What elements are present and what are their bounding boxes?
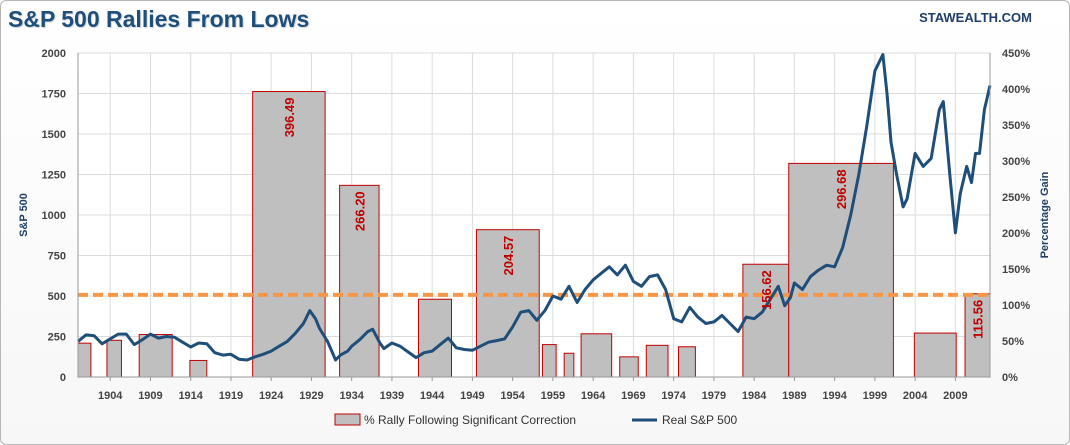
- left-tick-label: 1500: [42, 129, 66, 141]
- line-series: [77, 53, 992, 362]
- left-axis: 0 250 500 750 1000 1250 1500 1750 2000: [42, 48, 66, 384]
- bar-value-label: 296.68: [834, 169, 849, 209]
- right-tick-label: 100%: [1002, 300, 1030, 312]
- x-tick-label: 1939: [380, 390, 404, 402]
- x-tick-label: 1999: [863, 390, 887, 402]
- rally-bar: [475, 229, 540, 378]
- rally-bar: [563, 352, 575, 378]
- x-tick-label: 1959: [541, 390, 565, 402]
- x-tick-label: 1969: [621, 390, 645, 402]
- left-tick-label: 750: [48, 251, 66, 263]
- x-tick-label: 1909: [138, 390, 162, 402]
- bar-value-label: 266.20: [352, 191, 367, 231]
- rally-bar: [580, 333, 613, 378]
- x-tick-label: 1914: [178, 390, 203, 402]
- x-tick-label: 1904: [98, 390, 123, 402]
- legend-line-label: Real S&P 500: [662, 413, 737, 427]
- rally-bar: [541, 344, 557, 378]
- rally-bar: [339, 184, 380, 378]
- bar-series: [77, 91, 991, 378]
- left-tick-label: 250: [48, 332, 66, 344]
- x-tick-label: 1974: [661, 390, 686, 402]
- legend-bar-label: % Rally Following Significant Correction: [364, 413, 576, 427]
- rally-bar: [677, 346, 696, 378]
- x-tick-label: 1944: [420, 390, 445, 402]
- right-tick-label: 200%: [1002, 228, 1030, 240]
- bar-labels: 396.49 266.20 204.57 156.62 296.68 115.56: [282, 98, 986, 339]
- left-tick-label: 1000: [42, 210, 66, 222]
- x-tick-label: 1924: [259, 390, 284, 402]
- right-axis: 0% 50% 100% 150% 200% 250% 300% 350% 400% 450%: [1002, 48, 1030, 384]
- right-tick-label: 450%: [1002, 48, 1030, 60]
- x-tick-label: 1934: [339, 390, 364, 402]
- right-tick-label: 150%: [1002, 264, 1030, 276]
- right-tick-label: 350%: [1002, 120, 1030, 132]
- rally-bar: [138, 334, 173, 378]
- chart-title: S&P 500 Rallies From Lows: [8, 6, 310, 32]
- watermark-text: STAWEALTH.COM: [919, 10, 1032, 25]
- x-tick-label: 1979: [702, 390, 726, 402]
- left-tick-label: 1750: [42, 89, 66, 101]
- left-tick-label: 500: [48, 291, 66, 303]
- x-tick-label: 1984: [742, 390, 767, 402]
- x-tick-label: 1919: [219, 390, 243, 402]
- x-tick-label: 1949: [460, 390, 484, 402]
- left-tick-label: 1250: [42, 170, 66, 182]
- rally-bar: [417, 298, 452, 378]
- x-tick-label: 2004: [903, 390, 928, 402]
- rally-bar: [913, 332, 957, 378]
- bar-value-label: 156.62: [759, 270, 774, 310]
- rally-bar: [77, 342, 92, 378]
- right-axis-label: Percentage Gain: [1039, 171, 1051, 258]
- legend-bar-swatch: [334, 413, 361, 426]
- rally-bar: [106, 339, 122, 378]
- legend: % Rally Following Significant Correction…: [334, 413, 737, 427]
- x-tick-label: 1954: [500, 390, 525, 402]
- right-tick-label: 300%: [1002, 156, 1030, 168]
- bar-value-label: 396.49: [282, 98, 297, 138]
- right-tick-label: 400%: [1002, 84, 1030, 96]
- x-axis: 1904 1909 1914 1919 1924 1929 1934 1939 1944 1949…: [77, 53, 991, 402]
- right-tick-label: 250%: [1002, 192, 1030, 204]
- bar-value-label: 204.57: [501, 236, 516, 276]
- rally-bar: [788, 162, 894, 378]
- x-tick-label: 2009: [943, 390, 967, 402]
- left-tick-label: 0: [60, 372, 66, 384]
- x-tick-label: 1994: [822, 390, 847, 402]
- rally-bar: [252, 91, 326, 378]
- x-tick-label: 1929: [299, 390, 323, 402]
- right-tick-label: 0%: [1002, 372, 1018, 384]
- left-axis-label: S&P 500: [18, 193, 30, 237]
- rally-bar: [189, 359, 208, 378]
- real-sp500-line: [77, 53, 992, 362]
- right-tick-label: 50%: [1002, 336, 1024, 348]
- x-tick-label: 1964: [581, 390, 606, 402]
- x-tick-label: 1989: [782, 390, 806, 402]
- rally-bar: [619, 356, 639, 378]
- rally-bar: [645, 344, 669, 378]
- left-tick-label: 2000: [42, 48, 66, 60]
- bar-value-label: 115.56: [971, 300, 986, 339]
